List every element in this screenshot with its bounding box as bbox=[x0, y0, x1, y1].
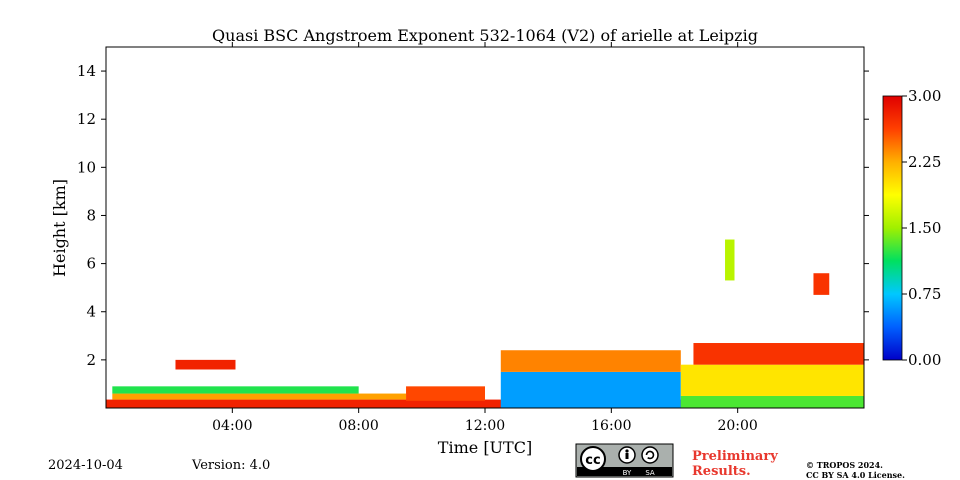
heatmap-region-3 bbox=[175, 359, 236, 370]
heatmap-region-4 bbox=[406, 386, 485, 401]
preliminary-line-2: Results. bbox=[692, 464, 751, 479]
copyright-line-2: CC BY SA 4.0 License. bbox=[806, 470, 905, 480]
footer-version: Version: 4.0 bbox=[192, 458, 271, 473]
x-tick-label-0: 04:00 bbox=[212, 418, 252, 434]
y-tick-label-5: 12 bbox=[77, 110, 96, 128]
y-tick-label-2: 6 bbox=[86, 255, 96, 273]
x-axis: 04:00 08:00 12:00 16:00 20:00 bbox=[212, 42, 758, 434]
heatmap-region-7 bbox=[680, 395, 864, 408]
colorbar-axis: 3.00 2.25 1.50 0.75 0.00 bbox=[902, 87, 941, 369]
y-tick-label-1: 4 bbox=[86, 303, 96, 321]
y-tick-label-0: 2 bbox=[86, 351, 96, 369]
x-axis-label: Time [UTC] bbox=[438, 438, 532, 457]
preliminary-line-1: Preliminary bbox=[692, 449, 778, 464]
cc-icon bbox=[580, 446, 606, 472]
sa-label: SA bbox=[645, 469, 655, 477]
chart-title: Quasi BSC Angstroem Exponent 532-1064 (V… bbox=[212, 26, 758, 45]
cc-icon-text: cc bbox=[585, 453, 600, 468]
colorbar-tick-label-4: 0.00 bbox=[908, 351, 941, 369]
colorbar bbox=[882, 95, 903, 361]
heatmap-region-2 bbox=[112, 386, 359, 394]
heatmap-region-5 bbox=[500, 371, 681, 408]
copyright-line-1: © TROPOS 2024. bbox=[806, 460, 883, 470]
x-tick-label-1: 08:00 bbox=[338, 418, 378, 434]
cc-license-badge: cc BY SA bbox=[575, 443, 674, 478]
colorbar-tick-label-2: 1.50 bbox=[908, 219, 941, 237]
heatmap-region-8 bbox=[680, 364, 864, 396]
heatmap-region-6 bbox=[500, 350, 681, 372]
x-tick-label-3: 16:00 bbox=[591, 418, 631, 434]
y-axis-label: Height [km] bbox=[50, 179, 69, 277]
heatmap-cells bbox=[106, 239, 864, 408]
colorbar-tick-label-3: 0.75 bbox=[908, 285, 941, 303]
copyright-notice: © TROPOS 2024. CC BY SA 4.0 License. bbox=[806, 460, 905, 480]
x-tick-label-2: 12:00 bbox=[465, 418, 505, 434]
y-tick-label-3: 8 bbox=[86, 206, 96, 224]
x-tick-label-4: 20:00 bbox=[717, 418, 757, 434]
heatmap-region-0 bbox=[106, 399, 864, 408]
preliminary-notice: Preliminary Results. bbox=[692, 449, 778, 479]
footer-date: 2024-10-04 bbox=[48, 458, 123, 473]
heatmap-region-9 bbox=[693, 343, 864, 365]
sa-icon bbox=[641, 446, 659, 464]
colorbar-tick-label-1: 2.25 bbox=[908, 153, 941, 171]
y-tick-label-4: 10 bbox=[77, 158, 96, 176]
colorbar-tick-label-0: 3.00 bbox=[908, 87, 941, 105]
heatmap-region-11 bbox=[813, 273, 830, 295]
y-axis: 2 4 6 8 10 12 14 bbox=[77, 62, 869, 369]
y-tick-label-6: 14 bbox=[77, 62, 96, 80]
heatmap-region-10 bbox=[725, 239, 735, 281]
by-label: BY bbox=[623, 469, 632, 477]
heatmap-region-1 bbox=[112, 393, 407, 400]
